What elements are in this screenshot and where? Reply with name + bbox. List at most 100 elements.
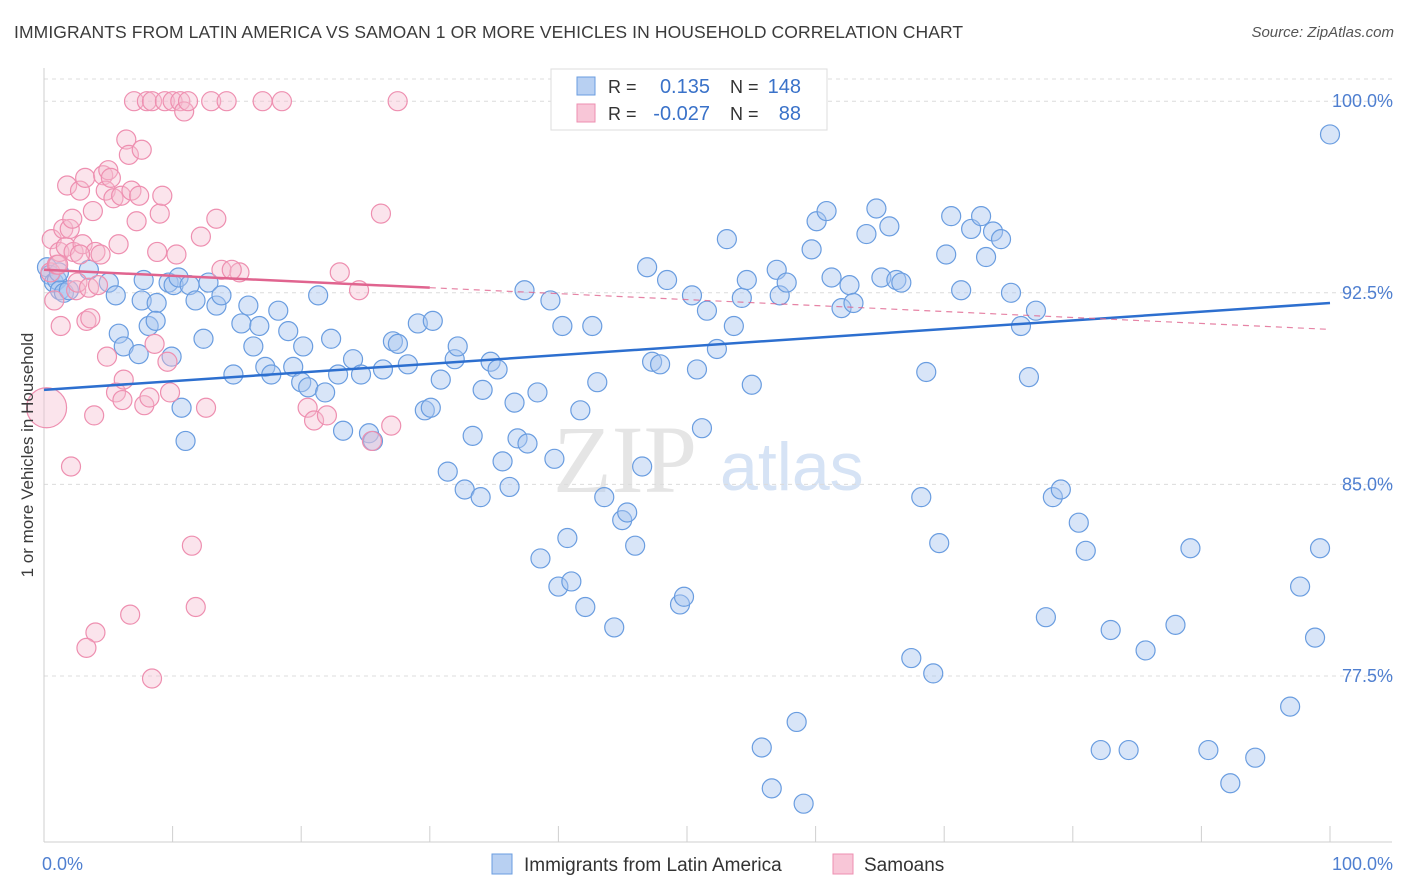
point-latin-america — [530, 548, 551, 569]
point-latin-america — [594, 487, 615, 508]
point-latin-america — [582, 315, 603, 337]
point-latin-america — [686, 359, 708, 380]
point-latin-america — [315, 382, 336, 403]
point-latin-america — [951, 280, 972, 301]
point-latin-america — [437, 461, 458, 482]
point-latin-america — [776, 272, 797, 293]
axes — [43, 68, 1392, 843]
point-samoans — [111, 185, 132, 206]
point-samoans — [177, 91, 199, 112]
point-latin-america — [941, 206, 962, 227]
point-latin-america — [407, 313, 428, 334]
point-latin-america — [517, 433, 538, 454]
point-samoans — [44, 290, 65, 311]
point-samoans — [76, 310, 97, 331]
point-samoans — [211, 259, 232, 280]
gridlines — [44, 78, 1392, 677]
point-latin-america — [422, 310, 443, 331]
point-samoans — [100, 167, 121, 188]
point-latin-america — [656, 269, 678, 291]
point-samoans — [80, 308, 101, 329]
source-label: Source: ZipAtlas.com — [1251, 24, 1394, 41]
point-latin-america — [231, 313, 252, 334]
point-samoans — [147, 241, 168, 263]
point-latin-america — [332, 420, 354, 441]
legend-n-label-2: N = — [730, 104, 759, 124]
point-latin-america — [731, 287, 752, 309]
point-samoans — [185, 596, 206, 618]
point-samoans — [113, 369, 134, 390]
point-latin-america — [1000, 282, 1022, 303]
point-latin-america — [211, 285, 232, 306]
point-latin-america — [625, 535, 646, 556]
point-samoans — [170, 91, 191, 112]
y-tick-label: 77.5% — [1342, 666, 1393, 686]
point-samoans — [103, 188, 124, 209]
point-latin-america — [1042, 487, 1063, 508]
point-samoans — [159, 382, 181, 403]
point-latin-america — [268, 300, 289, 321]
point-samoans — [69, 180, 91, 201]
point-latin-america — [970, 206, 992, 227]
point-samoans — [76, 637, 97, 658]
point-samoans — [329, 262, 350, 283]
point-latin-america — [929, 533, 950, 554]
point-latin-america — [575, 596, 596, 618]
point-latin-america — [879, 216, 900, 237]
point-latin-america — [387, 333, 408, 354]
point-latin-america — [185, 290, 206, 311]
point-samoans — [90, 244, 111, 265]
point-samoans — [66, 280, 87, 301]
point-latin-america — [504, 392, 525, 413]
point-latin-america — [786, 711, 807, 733]
point-samoans — [201, 91, 222, 112]
point-latin-america — [632, 456, 653, 477]
point-latin-america — [552, 315, 573, 337]
point-latin-america — [891, 272, 912, 293]
point-latin-america — [492, 451, 513, 472]
point-latin-america — [1025, 300, 1047, 321]
point-samoans — [221, 259, 242, 280]
point-latin-america — [420, 397, 441, 418]
point-samoans — [67, 272, 88, 293]
point-latin-america — [843, 292, 864, 314]
point-latin-america — [821, 267, 842, 288]
point-latin-america — [138, 315, 159, 337]
point-latin-america — [293, 336, 314, 357]
chart-title: IMMIGRANTS FROM LATIN AMERICA VS SAMOAN … — [14, 22, 964, 42]
point-latin-america — [1309, 538, 1331, 559]
legend-box — [550, 68, 828, 131]
point-samoans — [316, 405, 338, 426]
point-latin-america — [871, 267, 892, 288]
legend-n-value-1: 148 — [768, 76, 801, 98]
series-legend-label-blue: Immigrants from Latin America — [524, 855, 782, 876]
point-samoans — [62, 208, 83, 229]
point-latin-america — [249, 315, 270, 337]
point-latin-america — [751, 737, 772, 758]
series-legend-swatch-pink — [832, 853, 854, 875]
legend-swatch-pink — [576, 103, 596, 123]
point-latin-america — [723, 315, 744, 337]
y-tick-label: 92.5% — [1342, 283, 1393, 303]
point-latin-america — [1010, 315, 1032, 337]
point-latin-america — [145, 310, 166, 331]
point-latin-america — [243, 336, 264, 357]
y-tick-labels: 77.5% 85.0% 92.5% 100.0% — [1332, 91, 1393, 686]
point-latin-america — [105, 285, 126, 306]
point-latin-america — [642, 351, 663, 372]
point-samoans — [112, 389, 133, 411]
point-latin-america — [1100, 619, 1121, 641]
legend-r-value-1: 0.135 — [660, 76, 710, 98]
point-latin-america — [649, 354, 671, 375]
point-latin-america — [831, 298, 852, 319]
trend-line-latin-america — [43, 301, 1331, 392]
x-ticks — [43, 826, 1331, 842]
legend-r-label-2: R = — [608, 104, 637, 124]
point-latin-america — [761, 778, 782, 799]
series-legend: Immigrants from Latin America Samoans — [491, 853, 944, 876]
point-latin-america — [238, 295, 259, 316]
point-latin-america — [741, 374, 762, 395]
point-latin-america — [487, 359, 508, 380]
point-samoans — [75, 167, 96, 188]
